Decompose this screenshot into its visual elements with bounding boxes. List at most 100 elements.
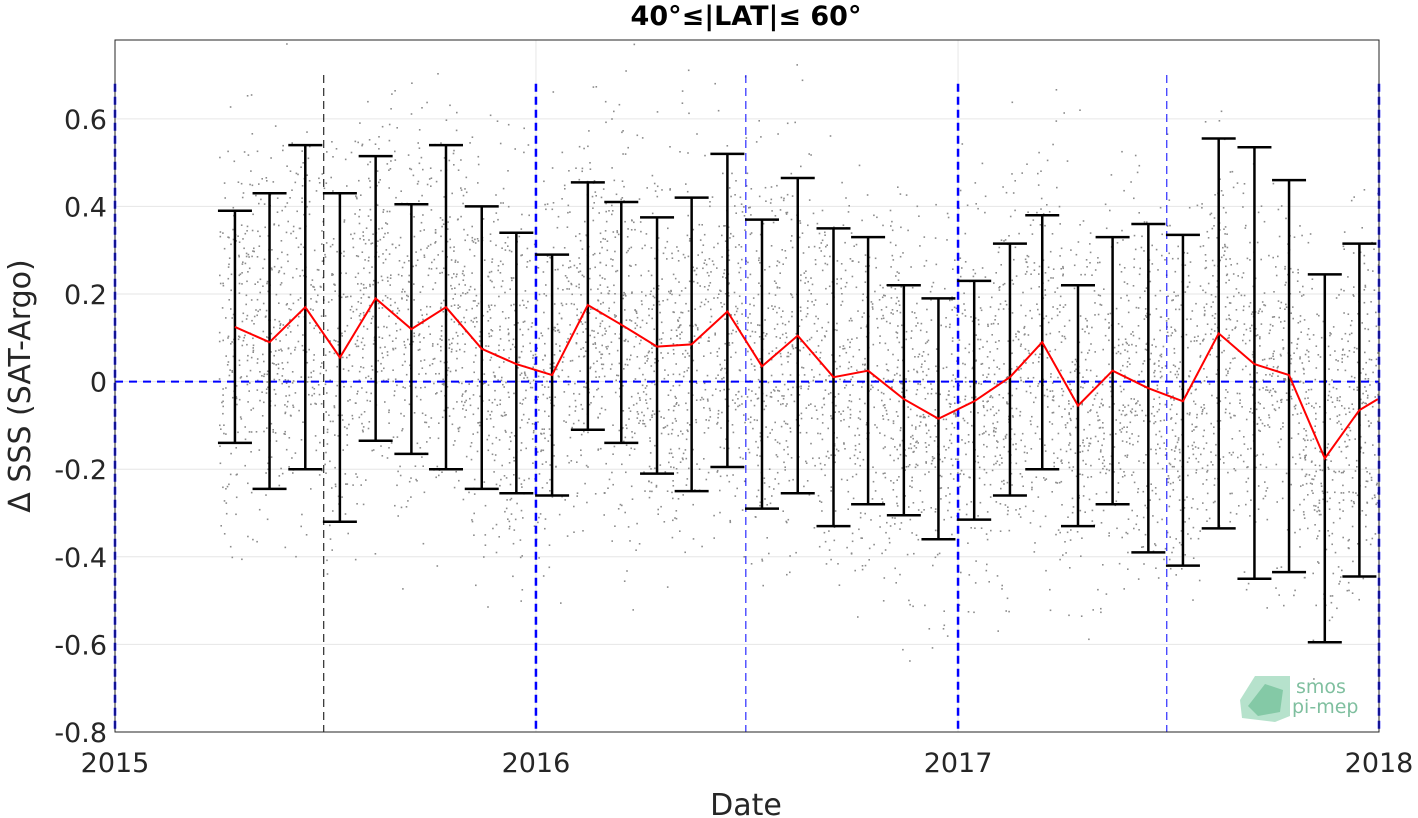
scatter-point — [963, 473, 965, 476]
scatter-point — [513, 529, 516, 531]
scatter-point — [309, 145, 311, 148]
scatter-point — [504, 414, 506, 417]
scatter-point — [258, 183, 260, 185]
scatter-point — [1232, 357, 1234, 360]
scatter-point — [1343, 353, 1346, 356]
scatter-point — [1122, 404, 1125, 406]
scatter-point — [598, 351, 601, 353]
scatter-point — [585, 464, 588, 467]
scatter-point — [975, 334, 977, 336]
scatter-point — [1000, 264, 1002, 266]
scatter-point — [359, 209, 361, 211]
scatter-point — [860, 537, 862, 539]
scatter-point — [623, 440, 625, 443]
scatter-point — [1285, 472, 1288, 475]
scatter-point — [901, 383, 904, 385]
scatter-point — [1294, 531, 1296, 534]
scatter-point — [808, 382, 810, 384]
scatter-point — [1069, 448, 1072, 451]
scatter-point — [847, 211, 850, 213]
scatter-point — [1105, 227, 1108, 230]
scatter-point — [288, 437, 291, 439]
scatter-point — [247, 253, 250, 256]
scatter-point — [1011, 173, 1013, 175]
scatter-point — [954, 412, 957, 415]
scatter-point — [390, 160, 392, 162]
scatter-point — [1296, 413, 1299, 415]
scatter-point — [868, 256, 871, 259]
scatter-point — [300, 166, 302, 168]
scatter-point — [782, 510, 784, 512]
scatter-point — [548, 415, 550, 417]
scatter-point — [361, 144, 363, 147]
scatter-point — [376, 371, 379, 373]
scatter-point — [549, 367, 552, 369]
scatter-point — [1297, 272, 1299, 274]
scatter-point — [1049, 332, 1052, 335]
scatter-point — [896, 310, 898, 312]
scatter-point — [1068, 413, 1070, 416]
scatter-point — [613, 314, 616, 316]
scatter-point — [297, 324, 299, 327]
scatter-point — [1306, 333, 1309, 336]
scatter-point — [919, 245, 921, 247]
scatter-point — [948, 390, 950, 392]
scatter-point — [688, 467, 690, 470]
scatter-point — [500, 478, 502, 481]
scatter-point — [317, 384, 320, 386]
scatter-point — [362, 348, 364, 350]
scatter-point — [609, 368, 612, 370]
scatter-point — [725, 277, 727, 279]
scatter-point — [1356, 466, 1358, 468]
scatter-point — [440, 349, 442, 352]
scatter-point — [241, 344, 244, 347]
scatter-point — [1230, 264, 1232, 266]
scatter-point — [1008, 529, 1011, 532]
scatter-point — [1015, 509, 1017, 511]
scatter-point — [1154, 543, 1156, 545]
scatter-point — [966, 503, 968, 506]
scatter-point — [1372, 270, 1374, 272]
scatter-point — [701, 251, 703, 254]
scatter-point — [425, 372, 427, 375]
scatter-point — [543, 293, 545, 295]
scatter-point — [1061, 335, 1064, 337]
scatter-point — [415, 264, 417, 267]
scatter-point — [465, 399, 467, 402]
scatter-point — [784, 341, 787, 344]
scatter-point — [285, 334, 287, 336]
scatter-point — [707, 400, 709, 402]
scatter-point — [494, 398, 496, 401]
scatter-point — [613, 179, 616, 182]
scatter-point — [426, 183, 429, 186]
scatter-point — [1189, 370, 1192, 372]
scatter-point — [836, 436, 838, 439]
scatter-point — [887, 379, 889, 382]
scatter-point — [575, 405, 577, 408]
scatter-point — [583, 430, 585, 433]
scatter-point — [446, 369, 449, 372]
scatter-point — [921, 501, 924, 503]
scatter-point — [325, 472, 327, 474]
scatter-point — [537, 396, 539, 398]
scatter-point — [1029, 224, 1032, 226]
scatter-point — [681, 90, 684, 92]
scatter-point — [1228, 279, 1230, 281]
scatter-point — [812, 212, 815, 215]
scatter-point — [220, 525, 222, 527]
scatter-point — [641, 319, 644, 322]
scatter-point — [1299, 546, 1301, 548]
scatter-point — [829, 392, 832, 394]
scatter-point — [1134, 410, 1137, 413]
scatter-point — [302, 334, 304, 336]
scatter-point — [1179, 451, 1181, 454]
scatter-point — [421, 194, 423, 197]
scatter-point — [567, 211, 569, 214]
scatter-point — [1089, 410, 1091, 412]
scatter-point — [363, 287, 365, 289]
scatter-point — [1373, 248, 1375, 250]
scatter-point — [306, 361, 309, 364]
scatter-point — [1049, 250, 1052, 253]
scatter-point — [611, 540, 613, 542]
scatter-point — [1299, 291, 1301, 293]
